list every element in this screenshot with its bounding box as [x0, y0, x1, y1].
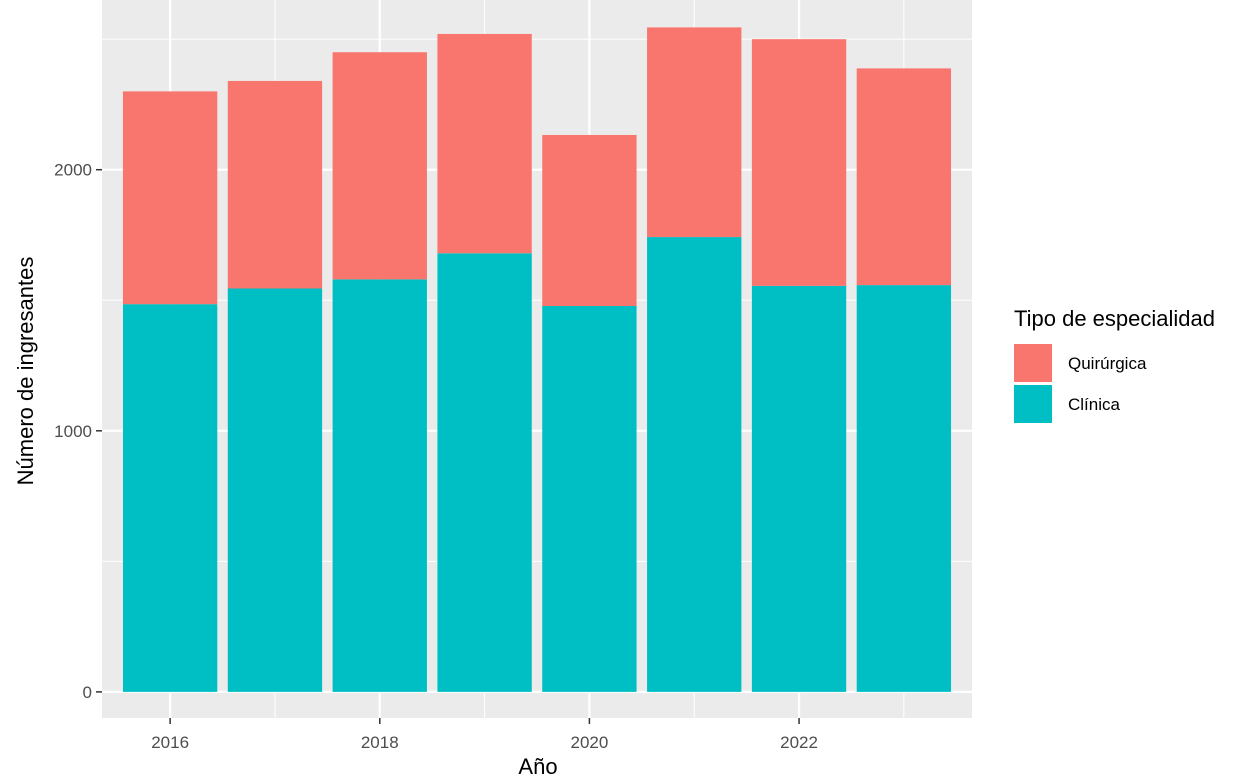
- legend-label: Clínica: [1068, 395, 1121, 414]
- legend-key-quirúrgica: [1014, 344, 1052, 382]
- x-axis: 2016 2018 2020 2022: [151, 718, 818, 752]
- bar-clínica-2019: [437, 253, 532, 692]
- bar-clínica-2023: [856, 285, 952, 692]
- y-tick-label: 2000: [54, 161, 92, 180]
- bar-clínica-2020: [542, 305, 637, 692]
- x-tick-label: 2016: [151, 733, 189, 752]
- bar-clínica-2016: [122, 304, 218, 692]
- bar-quirúrgica-2018: [332, 52, 427, 280]
- x-axis-title: Año: [518, 754, 557, 778]
- y-tick-label: 1000: [54, 422, 92, 441]
- y-tick-label: 0: [83, 683, 92, 702]
- bar-clínica-2018: [332, 279, 427, 692]
- legend: Tipo de especialidad Quirúrgica Clínica: [1014, 306, 1215, 423]
- bar-quirúrgica-2021: [647, 27, 742, 238]
- bar-clínica-2017: [227, 288, 323, 692]
- x-tick-label: 2020: [570, 733, 608, 752]
- bar-quirúrgica-2022: [751, 39, 847, 286]
- bar-quirúrgica-2017: [227, 80, 323, 289]
- y-axis-title: Número de ingresantes: [13, 257, 38, 486]
- x-tick-label: 2018: [361, 733, 399, 752]
- bar-quirúrgica-2016: [122, 91, 218, 305]
- legend-key-clínica: [1014, 385, 1052, 423]
- bar-quirúrgica-2019: [437, 33, 532, 254]
- legend-label: Quirúrgica: [1068, 354, 1147, 373]
- legend-title: Tipo de especialidad: [1014, 306, 1215, 331]
- bar-clínica-2022: [751, 285, 847, 692]
- bar-clínica-2021: [647, 237, 742, 692]
- y-axis: 0 1000 2000: [54, 161, 102, 702]
- bars: [122, 27, 952, 692]
- bar-quirúrgica-2020: [542, 134, 637, 306]
- x-tick-label: 2022: [780, 733, 818, 752]
- bar-quirúrgica-2023: [856, 68, 952, 286]
